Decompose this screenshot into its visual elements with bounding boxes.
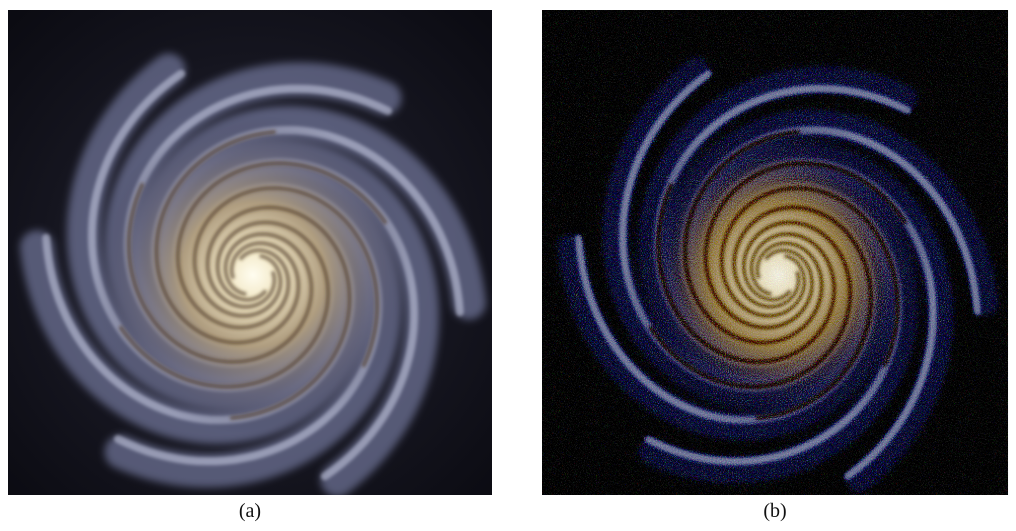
image-b [542, 10, 1008, 495]
image-a [8, 10, 492, 495]
figure: (a) (b) [0, 0, 1016, 531]
noisy-galaxy-image [542, 10, 1008, 495]
galaxy-image [8, 10, 492, 495]
caption-b: (b) [763, 500, 786, 522]
caption-a: (a) [239, 500, 261, 522]
